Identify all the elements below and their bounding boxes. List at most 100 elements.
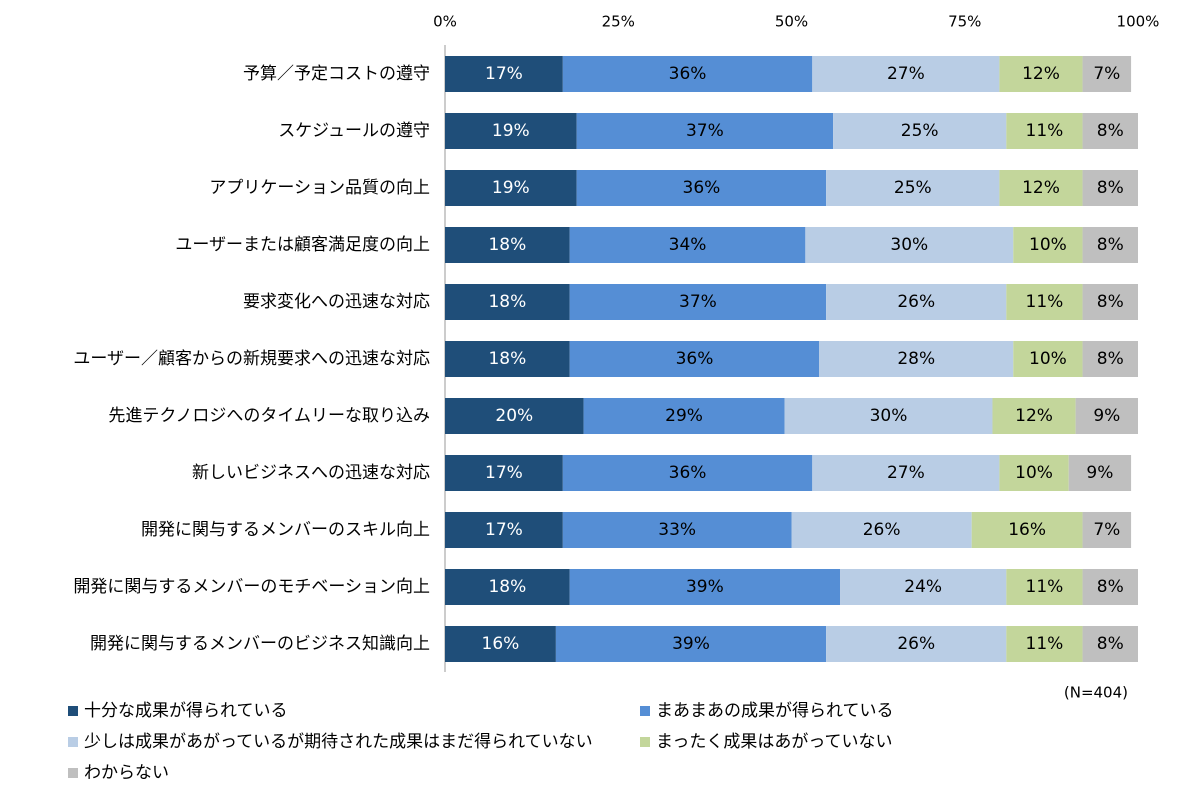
bar-segment xyxy=(569,569,841,605)
bar-segment xyxy=(812,455,1000,491)
annotation: (N=404) xyxy=(1064,684,1128,702)
category-label: 先進テクノロジへのタイムリーな取り込み xyxy=(108,406,430,426)
legend-label: わからない xyxy=(84,763,169,783)
x-tick-label: 50% xyxy=(775,13,808,31)
value-label: 17% xyxy=(485,463,523,483)
value-label: 34% xyxy=(669,235,707,255)
bar-segment xyxy=(576,113,834,149)
bar-segment xyxy=(1082,569,1138,605)
value-label: 12% xyxy=(1022,64,1060,84)
value-label: 25% xyxy=(901,121,939,141)
bar-segment xyxy=(840,569,1007,605)
value-label: 17% xyxy=(485,520,523,540)
value-label: 10% xyxy=(1029,235,1067,255)
bar-segment xyxy=(445,170,577,206)
bar-segment xyxy=(445,455,563,491)
bar-segment xyxy=(812,56,1000,92)
bar-segment xyxy=(1013,227,1083,263)
value-label: 26% xyxy=(897,634,935,654)
category-label: ユーザーまたは顧客満足度の向上 xyxy=(175,235,430,255)
bar-segment xyxy=(826,284,1007,320)
bar-segment xyxy=(992,398,1076,434)
value-label: 36% xyxy=(676,349,714,369)
legend-swatch xyxy=(68,768,78,778)
bar-segment xyxy=(1082,227,1138,263)
legend-swatch xyxy=(640,706,650,716)
bar-segment xyxy=(445,113,577,149)
bar-segment xyxy=(445,626,556,662)
value-label: 26% xyxy=(863,520,901,540)
value-label: 18% xyxy=(488,292,526,312)
value-label: 8% xyxy=(1097,235,1124,255)
value-label: 27% xyxy=(887,64,925,84)
value-label: 39% xyxy=(686,577,724,597)
bar-segment xyxy=(1006,113,1083,149)
legend-swatch xyxy=(68,706,78,716)
bar-segment xyxy=(1082,170,1138,206)
bar-segment xyxy=(1013,341,1083,377)
category-label: 要求変化への迅速な対応 xyxy=(243,292,430,312)
value-label: 25% xyxy=(894,178,932,198)
bar-segment xyxy=(1082,626,1138,662)
x-tick-label: 0% xyxy=(433,13,457,31)
value-label: 18% xyxy=(488,349,526,369)
bar-segment xyxy=(1006,626,1083,662)
category-label: 開発に関与するメンバーのスキル向上 xyxy=(141,520,430,540)
value-label: 8% xyxy=(1097,292,1124,312)
value-label: 27% xyxy=(887,463,925,483)
bar-segment xyxy=(445,227,570,263)
value-label: 19% xyxy=(492,121,530,141)
category-label: ユーザー／顧客からの新規要求への迅速な対応 xyxy=(73,349,430,369)
category-label: 新しいビジネスへの迅速な対応 xyxy=(192,463,430,483)
x-tick-label: 100% xyxy=(1117,13,1160,31)
value-label: 12% xyxy=(1022,178,1060,198)
bar-segment xyxy=(971,512,1083,548)
bar-segment xyxy=(826,626,1007,662)
value-label: 7% xyxy=(1093,64,1120,84)
value-label: 8% xyxy=(1097,121,1124,141)
value-label: 11% xyxy=(1026,577,1064,597)
bar-segment xyxy=(1082,341,1138,377)
value-label: 36% xyxy=(669,463,707,483)
bar-segment xyxy=(576,170,827,206)
bar-segment xyxy=(562,56,813,92)
bar-segment xyxy=(1006,569,1083,605)
bar-segment xyxy=(999,56,1083,92)
value-label: 24% xyxy=(904,577,942,597)
bar-segment xyxy=(445,398,584,434)
bar-segment xyxy=(555,626,827,662)
value-label: 30% xyxy=(890,235,928,255)
legend-swatch xyxy=(68,737,78,747)
bar-segment xyxy=(583,398,785,434)
bar-segment xyxy=(569,227,806,263)
value-label: 30% xyxy=(870,406,908,426)
value-label: 19% xyxy=(492,178,530,198)
bar-segment xyxy=(569,284,827,320)
value-label: 26% xyxy=(897,292,935,312)
bar-segment xyxy=(1082,113,1138,149)
bar-segment xyxy=(1082,512,1132,548)
bar-segment xyxy=(445,569,570,605)
x-tick-label: 75% xyxy=(948,13,981,31)
legend-label: 十分な成果が得られている xyxy=(84,701,288,721)
value-label: 9% xyxy=(1093,406,1120,426)
value-label: 16% xyxy=(482,634,520,654)
bar-segment xyxy=(805,227,1014,263)
value-label: 17% xyxy=(485,64,523,84)
value-label: 11% xyxy=(1026,634,1064,654)
value-label: 10% xyxy=(1015,463,1053,483)
bar-segment xyxy=(445,56,563,92)
value-label: 18% xyxy=(488,235,526,255)
bar-segment xyxy=(562,455,813,491)
bar-segment xyxy=(826,170,1000,206)
bar-segment xyxy=(445,512,563,548)
bar-segment xyxy=(999,455,1069,491)
category-label: アプリケーション品質の向上 xyxy=(209,178,430,198)
value-label: 8% xyxy=(1097,349,1124,369)
legend-label: まったく成果はあがっていない xyxy=(656,732,892,752)
value-label: 36% xyxy=(669,64,707,84)
bar-segment xyxy=(445,284,570,320)
category-label: スケジュールの遵守 xyxy=(278,121,430,141)
value-label: 20% xyxy=(495,406,533,426)
